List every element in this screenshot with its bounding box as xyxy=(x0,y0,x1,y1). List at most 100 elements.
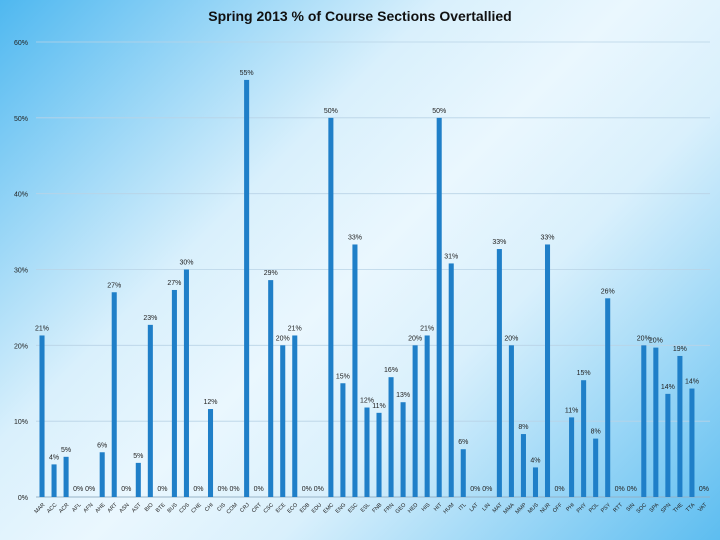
data-label: 6% xyxy=(97,442,107,449)
chart-title: Spring 2013 % of Course Sections Overtal… xyxy=(208,8,512,24)
bar xyxy=(520,434,526,497)
bar xyxy=(581,380,587,497)
x-tick-label: LAT xyxy=(469,502,481,514)
data-label: 21% xyxy=(35,325,49,332)
bar xyxy=(689,388,695,497)
bar xyxy=(244,79,250,498)
x-tick-label: NUR xyxy=(539,502,552,515)
x-tick-label: AFL xyxy=(71,502,82,513)
y-tick-label: 20% xyxy=(14,343,28,350)
data-label: 15% xyxy=(577,370,591,377)
x-tick-label: ESC xyxy=(347,502,359,514)
data-label: 0% xyxy=(470,486,480,493)
data-label: 12% xyxy=(360,398,374,405)
x-tick-label: EMC xyxy=(322,502,335,515)
bar xyxy=(63,456,69,497)
x-tick-label: ENG xyxy=(335,502,348,515)
data-label: 50% xyxy=(324,108,338,115)
x-tick-label: SPN xyxy=(660,502,672,514)
data-label: 4% xyxy=(49,454,59,461)
data-label: 0% xyxy=(121,486,131,493)
data-label: 0% xyxy=(157,486,167,493)
x-tick-label: BUS xyxy=(167,502,179,514)
x-tick-label: SPA xyxy=(649,502,661,514)
x-tick-label: EDU xyxy=(311,502,323,514)
x-tick-label: SOC xyxy=(636,502,649,515)
x-tick-label: ESL xyxy=(360,502,372,514)
x-tick-label: ASN xyxy=(118,502,130,514)
data-label: 0% xyxy=(193,486,203,493)
x-tick-label: MMA xyxy=(503,502,517,516)
data-label: 0% xyxy=(85,486,95,493)
bar xyxy=(280,345,286,497)
x-tick-label: POL xyxy=(588,502,600,514)
data-label: 20% xyxy=(504,335,518,342)
bar xyxy=(677,355,683,497)
bar xyxy=(51,464,57,497)
data-label: 0% xyxy=(302,486,312,493)
data-label: 16% xyxy=(384,367,398,374)
x-tick-label: RTT xyxy=(612,502,624,514)
data-label: 26% xyxy=(601,288,615,295)
bar xyxy=(508,345,514,497)
data-label: 33% xyxy=(541,234,555,241)
data-label: 20% xyxy=(649,338,663,345)
bar xyxy=(569,417,575,497)
x-tick-label: CHI xyxy=(204,502,215,513)
bar xyxy=(641,345,647,497)
bar xyxy=(532,467,539,497)
data-label: 21% xyxy=(288,325,302,332)
data-label: 15% xyxy=(336,373,350,380)
x-tick-label: BIO xyxy=(144,502,155,513)
x-tick-label: HUM xyxy=(443,502,456,515)
data-label: 31% xyxy=(444,253,458,260)
y-tick-label: 0% xyxy=(18,495,28,502)
data-label: 0% xyxy=(254,486,264,493)
x-tick-label: AFN xyxy=(83,502,95,514)
x-tick-label: GEO xyxy=(395,502,408,515)
data-label: 8% xyxy=(518,424,528,431)
x-tick-label: CRJ xyxy=(239,502,251,514)
y-tick-label: 50% xyxy=(14,116,28,123)
x-tick-label: OFF xyxy=(552,502,564,514)
x-tick-label: PHI xyxy=(565,502,576,513)
data-label: 0% xyxy=(699,486,709,493)
data-label: 0% xyxy=(482,486,492,493)
data-label: 11% xyxy=(565,407,579,414)
bar xyxy=(171,289,177,497)
bar xyxy=(352,244,358,497)
x-tick-label: ECO xyxy=(287,502,300,515)
y-tick-label: 30% xyxy=(14,268,28,275)
x-tick-label: CHE xyxy=(190,502,203,515)
bar xyxy=(292,335,298,497)
data-label: 0% xyxy=(314,486,324,493)
x-tick-label: HIS xyxy=(421,502,432,513)
bar xyxy=(207,409,214,497)
bar xyxy=(376,412,382,497)
x-tick-label: CSC xyxy=(263,502,275,514)
data-label: 5% xyxy=(61,447,71,454)
bar xyxy=(412,345,418,497)
bar xyxy=(111,292,117,497)
x-tick-label: LIN xyxy=(481,502,491,512)
bar xyxy=(268,280,274,497)
bar xyxy=(39,335,45,497)
x-tick-label: TTA xyxy=(685,502,697,514)
x-tick-label: EDB xyxy=(299,502,311,514)
data-label: 0% xyxy=(217,486,227,493)
x-tick-label: ACC xyxy=(46,502,58,514)
data-label: 0% xyxy=(554,486,564,493)
data-label: 5% xyxy=(133,453,143,460)
y-tick-label: 40% xyxy=(14,192,28,199)
bar xyxy=(388,377,394,497)
x-tick-label: ECE xyxy=(275,502,287,514)
x-tick-label: MUS xyxy=(527,502,540,515)
x-tick-label: MMP xyxy=(515,502,529,516)
x-tick-label: HIT xyxy=(433,502,444,513)
data-label: 0% xyxy=(230,486,240,493)
data-label: 21% xyxy=(420,325,434,332)
data-label: 6% xyxy=(458,439,468,446)
data-label: 0% xyxy=(615,486,625,493)
bar xyxy=(147,324,153,497)
